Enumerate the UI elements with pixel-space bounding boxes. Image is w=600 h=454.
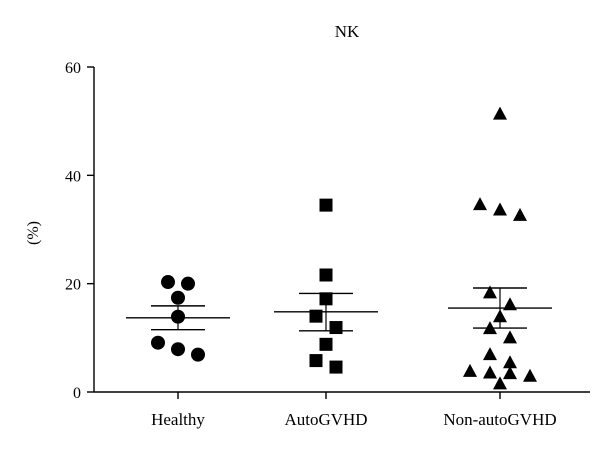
autogvhd-data-point: [319, 337, 333, 351]
non-autogvhd-data-point: [523, 368, 537, 382]
healthy-data-point: [181, 276, 195, 291]
non-autogvhd-data-point: [493, 376, 507, 390]
autogvhd-data-point: [309, 354, 323, 368]
autogvhd-data-point: [319, 198, 333, 212]
y-tick-label: 40: [65, 168, 81, 185]
non-autogvhd-data-point: [493, 106, 507, 120]
non-autogvhd-data-point: [503, 366, 517, 380]
chart-title: NK: [335, 22, 360, 41]
y-axis-ticks: 0 20 40 60: [65, 60, 94, 402]
non-autogvhd-data-point: [473, 197, 487, 211]
healthy-data-point: [171, 290, 185, 305]
healthy-data-point: [151, 335, 165, 350]
y-tick-label: 60: [65, 60, 81, 77]
non-autogvhd-data-point: [483, 365, 497, 379]
y-tick-label: 20: [65, 277, 81, 294]
y-axis-label: (%): [25, 221, 42, 245]
autogvhd-data-point: [319, 268, 333, 282]
non-autogvhd-data-point: [503, 330, 517, 344]
non-autogvhd-data-point: [503, 297, 517, 311]
healthy-data-point: [171, 342, 185, 357]
mean-sem-bars: [126, 287, 552, 332]
x-axis-categories: Healthy AutoGVHD Non-autoGVHD: [151, 392, 557, 429]
non-autogvhd-data-point: [463, 363, 477, 377]
autogvhd-data-point: [329, 321, 343, 335]
non-autogvhd-data-point: [483, 285, 497, 299]
non-autogvhd-data-point: [483, 347, 497, 361]
data-points: [151, 106, 537, 390]
x-category-label: AutoGVHD: [284, 410, 367, 429]
healthy-data-point: [191, 347, 205, 362]
x-category-label: Healthy: [151, 410, 205, 429]
y-tick-label: 0: [73, 385, 81, 402]
autogvhd-data-point: [329, 360, 343, 374]
non-autogvhd-data-point: [503, 355, 517, 369]
non-autogvhd-data-point: [513, 207, 527, 221]
autogvhd-data-point: [309, 309, 323, 323]
x-category-label: Non-autoGVHD: [443, 410, 556, 429]
non-autogvhd-data-point: [493, 202, 507, 216]
healthy-data-point: [161, 275, 175, 290]
